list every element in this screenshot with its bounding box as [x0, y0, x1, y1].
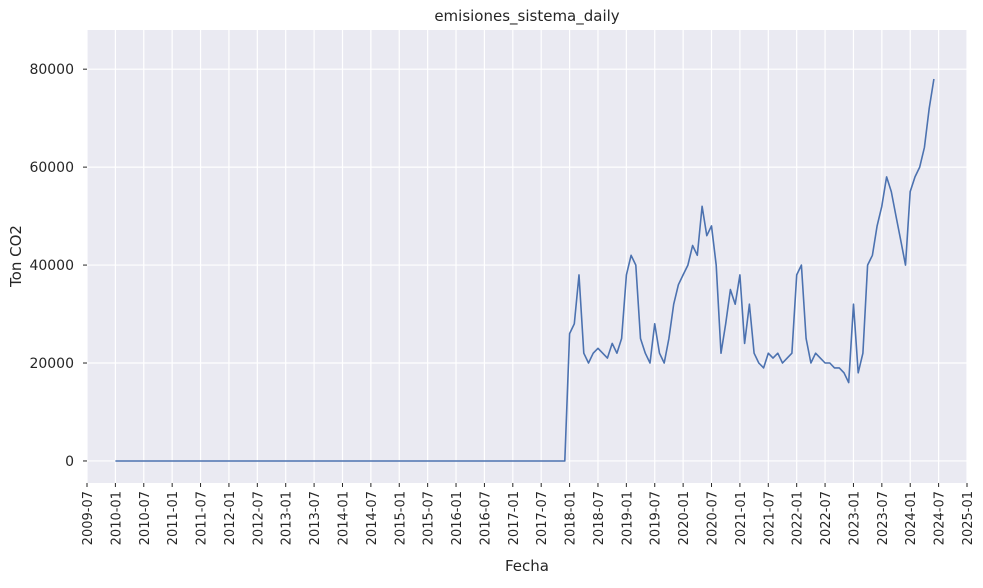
y-tick-label: 20000	[29, 356, 74, 372]
x-tick-label: 2015-01	[393, 491, 408, 545]
x-tick-label: 2025-01	[961, 491, 976, 545]
x-tick-label: 2013-01	[280, 491, 295, 545]
y-tick-label: 0	[65, 454, 74, 470]
y-tick-label: 60000	[29, 160, 74, 176]
x-tick-label: 2016-07	[478, 491, 493, 545]
x-tick-label: 2014-07	[365, 491, 380, 545]
x-tick-label: 2013-07	[308, 491, 323, 545]
x-tick-label: 2020-01	[677, 491, 692, 545]
x-tick-label: 2022-01	[791, 491, 806, 545]
x-tick-label: 2017-07	[535, 491, 550, 545]
y-axis: 0 20000 40000 60000 80000	[29, 62, 87, 470]
y-tick-label: 40000	[29, 258, 74, 274]
x-axis: 2009-07 2010-01 2010-07 2011-01 2011-07 2012-…	[81, 483, 976, 545]
series-line	[115, 78, 935, 462]
x-tick-label: 2011-01	[166, 491, 181, 545]
y-tick-label: 80000	[29, 62, 74, 78]
chart-title: emisiones_sistema_daily	[434, 7, 619, 26]
x-tick-label: 2018-01	[564, 491, 579, 545]
x-tick-label: 2020-07	[706, 491, 721, 545]
x-tick-label: 2015-07	[422, 491, 437, 545]
x-tick-label: 2014-01	[336, 491, 351, 545]
plot-background	[87, 30, 967, 483]
series-layer	[115, 78, 935, 462]
x-axis-label: Fecha	[505, 557, 549, 575]
x-tick-label: 2010-01	[109, 491, 124, 545]
x-tick-label: 2010-07	[138, 491, 153, 545]
x-tick-label: 2016-01	[450, 491, 465, 545]
x-tick-label: 2024-07	[933, 491, 948, 545]
x-tick-label: 2018-07	[592, 491, 607, 545]
x-tick-label: 2024-01	[904, 491, 919, 545]
x-tick-label: 2021-01	[734, 491, 749, 545]
x-tick-label: 2022-07	[819, 491, 834, 545]
x-tick-label: 2012-07	[251, 491, 266, 545]
x-tick-label: 2009-07	[81, 491, 96, 545]
x-tick-label: 2019-07	[649, 491, 664, 545]
x-tick-label: 2019-01	[620, 491, 635, 545]
x-tick-label: 2021-07	[762, 491, 777, 545]
x-tick-label: 2023-07	[876, 491, 891, 545]
grid	[86, 30, 968, 483]
x-tick-label: 2012-01	[223, 491, 238, 545]
x-tick-label: 2011-07	[195, 491, 210, 545]
x-tick-label: 2017-01	[507, 491, 522, 545]
y-axis-label: Ton CO2	[7, 225, 25, 288]
x-tick-label: 2023-01	[847, 491, 862, 545]
